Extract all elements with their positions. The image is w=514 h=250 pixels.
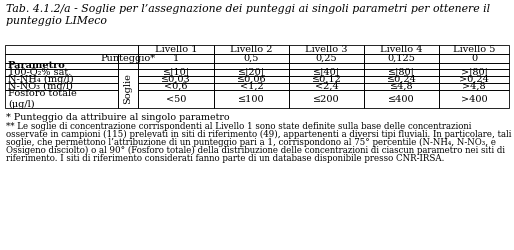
Text: Livello 2: Livello 2 (230, 45, 273, 54)
Text: ** Le soglie di concentrazione corrispondenti al Livello 1 sono state definite s: ** Le soglie di concentrazione corrispon… (6, 122, 471, 131)
Text: ≤0,03: ≤0,03 (161, 75, 191, 84)
Text: 100-O₂% sat.: 100-O₂% sat. (8, 68, 71, 77)
Text: 0,5: 0,5 (244, 54, 259, 63)
Text: Livello 5: Livello 5 (453, 45, 495, 54)
Text: riferimento. I siti di riferimento considerati fanno parte di un database dispon: riferimento. I siti di riferimento consi… (6, 154, 445, 163)
Text: ≤0,12: ≤0,12 (311, 75, 341, 84)
Text: osservate in campioni (115) prelevati in siti di riferimento (49), appartenenti : osservate in campioni (115) prelevati in… (6, 130, 511, 139)
Text: Tab. 4.1.2/a - Soglie per l’assegnazione dei punteggi ai singoli parametri per o: Tab. 4.1.2/a - Soglie per l’assegnazione… (6, 4, 490, 26)
Text: 0,25: 0,25 (316, 54, 337, 63)
Text: * Punteggio da attribuire al singolo parametro: * Punteggio da attribuire al singolo par… (6, 113, 230, 122)
Text: <50: <50 (166, 94, 186, 104)
Text: N-NO₃ (mg/l): N-NO₃ (mg/l) (8, 82, 73, 91)
Text: <0,6: <0,6 (164, 82, 188, 91)
Text: ≤200: ≤200 (313, 94, 340, 104)
Text: Punteggio*: Punteggio* (100, 54, 156, 63)
Text: 1: 1 (173, 54, 179, 63)
Text: ≤|40|: ≤|40| (313, 68, 340, 77)
Text: ≤0,06: ≤0,06 (236, 75, 266, 84)
Text: >0,24: >0,24 (459, 75, 489, 84)
Text: ≤|10|: ≤|10| (162, 68, 190, 77)
Text: ≤|20|: ≤|20| (238, 68, 265, 77)
Text: >400: >400 (461, 94, 487, 104)
Text: ≤100: ≤100 (238, 94, 265, 104)
Text: >4,8: >4,8 (462, 82, 486, 91)
Text: ≤4,8: ≤4,8 (390, 82, 413, 91)
Text: Fosforo totale
(μg/l): Fosforo totale (μg/l) (8, 89, 77, 109)
Text: Livello 4: Livello 4 (380, 45, 423, 54)
Text: ≤400: ≤400 (388, 94, 415, 104)
Text: 0: 0 (471, 54, 477, 63)
Text: Livello 1: Livello 1 (155, 45, 197, 54)
Text: Soglie: Soglie (123, 73, 133, 104)
Text: Ossigeno disciolto) o al 90° (Fosforo totale) della distribuzione delle concentr: Ossigeno disciolto) o al 90° (Fosforo to… (6, 146, 505, 155)
Text: N-NH₄ (mg/l): N-NH₄ (mg/l) (8, 75, 74, 84)
Text: >|80|: >|80| (461, 68, 487, 77)
Text: <1,2: <1,2 (240, 82, 263, 91)
Text: <2,4: <2,4 (315, 82, 338, 91)
Text: ≤0,24: ≤0,24 (387, 75, 416, 84)
Text: soglie, che permettono l’attribuzione di un punteggio pari a 1, corrispondono al: soglie, che permettono l’attribuzione di… (6, 138, 496, 147)
Text: Parametro: Parametro (8, 62, 66, 70)
Text: 0,125: 0,125 (388, 54, 415, 63)
Text: Livello 3: Livello 3 (305, 45, 348, 54)
Text: ≤|80|: ≤|80| (388, 68, 415, 77)
